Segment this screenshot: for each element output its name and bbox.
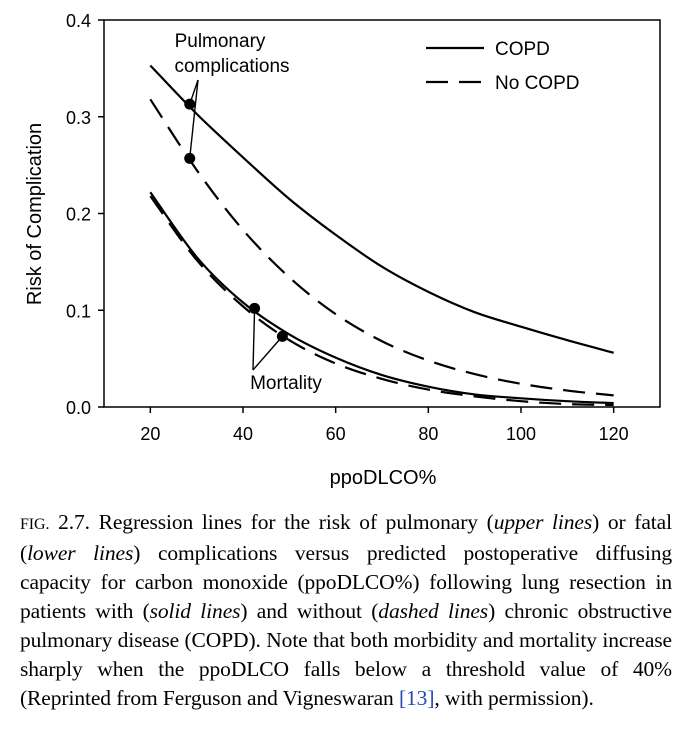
x-tick-label: 100 (506, 424, 536, 444)
annotation-label: complications (174, 56, 289, 77)
y-tick-label: 0.4 (66, 11, 91, 31)
series-lines (149, 64, 614, 407)
x-axis-label: ppoDLCO% (330, 467, 437, 489)
data-point-marker (184, 98, 196, 110)
data-point-marker (276, 330, 288, 342)
figure: Pulmonary complications Mortality COPD No C… (24, 11, 661, 489)
series-line (149, 64, 614, 354)
x-tick-label: 120 (599, 424, 629, 444)
annotation-leader (189, 79, 199, 159)
legend-label: COPD (495, 39, 550, 60)
y-tick-label: 0.2 (66, 205, 91, 225)
legend: COPD No COPD (426, 39, 579, 94)
annotation-leader (252, 308, 256, 371)
y-tick-label: 0.3 (66, 108, 91, 128)
series-line (149, 191, 614, 405)
y-tick-label: 0.0 (66, 398, 91, 418)
x-tick-label: 60 (326, 424, 346, 444)
x-tick-label: 40 (233, 424, 253, 444)
figure-label: Fig. 2.7. (20, 510, 90, 534)
data-point-marker (249, 302, 261, 314)
data-point-marker (184, 152, 196, 164)
annotation-label: Mortality (250, 373, 322, 394)
tick-labels: 20 40 60 80 100 120 0.0 0.1 0.2 0.3 0.4 (66, 11, 629, 444)
legend-label: No COPD (495, 73, 579, 94)
y-tick-label: 0.1 (66, 301, 91, 321)
series-line (149, 195, 614, 407)
series-line (149, 98, 614, 397)
annotations: Pulmonary complications Mortality (174, 31, 322, 394)
annotation-leader (252, 335, 283, 371)
y-axis-label: Risk of Complication (24, 123, 46, 305)
x-tick-label: 20 (140, 424, 160, 444)
x-tick-label: 80 (418, 424, 438, 444)
annotation-label: Pulmonary (175, 31, 266, 52)
plot-axes (98, 19, 661, 413)
risk-chart: Pulmonary complications Mortality COPD No C… (24, 11, 661, 489)
figure-caption: Fig. 2.7. Regression lines for the risk … (20, 510, 673, 710)
reference-link[interactable]: [13] (398, 686, 435, 710)
